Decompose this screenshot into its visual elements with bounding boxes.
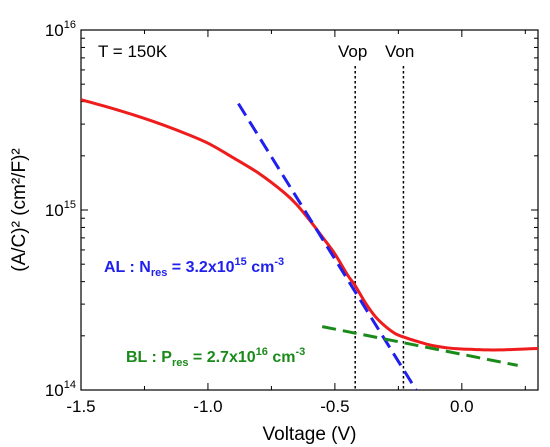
bl-sup: 16: [256, 346, 268, 358]
series-line-0: [81, 98, 538, 352]
al-mid: = 3.2x10: [167, 259, 234, 276]
bl-prefix: BL : P: [126, 349, 172, 366]
y-tick-label: 1015: [45, 199, 76, 220]
al-sup: 15: [235, 256, 247, 268]
bl-annotation: BL : Pres = 2.7x1016 cm-3: [126, 346, 305, 369]
bl-suffix: cm: [268, 349, 296, 366]
series-line-2: [321, 325, 518, 367]
al-prefix: AL : N: [104, 259, 151, 276]
x-tick-labels: -1.5 -1.0 -0.5 0.0: [66, 397, 473, 416]
series-line-1: [237, 102, 418, 390]
al-sub: res: [151, 267, 168, 279]
von-label: Von: [385, 42, 414, 61]
temperature-label: T = 150K: [98, 42, 168, 61]
x-tick-label: -1.0: [193, 397, 222, 416]
y-tick-labels: 1014 1015 1016: [45, 19, 76, 400]
al-suffix: cm: [247, 259, 275, 276]
x-tick-label: -0.5: [320, 397, 349, 416]
plot-frame: [80, 29, 539, 391]
x-axis-title: Voltage (V): [263, 424, 357, 445]
al-unit-sup: -3: [274, 256, 284, 268]
y-axis-title: (A/C)² (cm²/F)²: [9, 148, 30, 271]
x-tick-label: -1.5: [66, 397, 95, 416]
vop-label: Vop: [338, 42, 367, 61]
series-group: [81, 98, 538, 390]
y-tick-label: 1014: [45, 379, 76, 400]
y-tick-label: 1016: [45, 19, 76, 40]
al-annotation: AL : Nres = 3.2x1015 cm-3: [104, 256, 284, 279]
bl-mid: = 2.7x10: [188, 349, 255, 366]
x-tick-label: 0.0: [450, 397, 474, 416]
axis-ticks: [80, 29, 538, 391]
bl-unit-sup: -3: [295, 346, 305, 358]
bl-sub: res: [172, 357, 189, 369]
